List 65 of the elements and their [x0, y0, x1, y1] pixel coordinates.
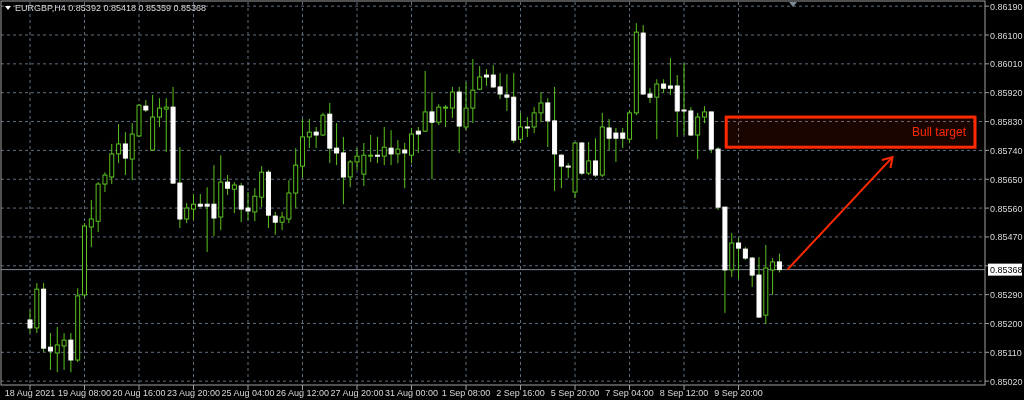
x-tick-label: 26 Aug 12:00	[275, 388, 330, 398]
band-label: Bull target	[911, 125, 967, 140]
candlestick	[306, 118, 312, 149]
candlestick	[334, 122, 340, 166]
y-tick-label: 0.86100	[990, 30, 1023, 41]
candlestick	[558, 153, 564, 189]
candlestick	[231, 181, 237, 214]
x-tick-label: 27 Aug 20:00	[330, 388, 384, 398]
candlestick	[225, 174, 231, 196]
candlestick	[184, 202, 190, 224]
candlestick	[395, 139, 401, 164]
candlestick	[163, 97, 169, 153]
candlestick	[736, 237, 742, 280]
x-tick-label: 5 Sep 20:00	[550, 388, 600, 398]
candlestick	[191, 193, 197, 221]
y-tick-label: 0.85560	[990, 203, 1023, 214]
y-tick-label: 0.85740	[990, 145, 1023, 156]
x-tick-label: 2 Sep 16:00	[496, 388, 545, 398]
candlestick	[654, 78, 660, 140]
y-tick-label: 0.85650	[990, 174, 1023, 185]
x-tick-label: 31 Aug 00:00	[384, 388, 439, 398]
candlestick	[368, 134, 374, 163]
x-tick-label: 18 Aug 2021	[4, 388, 56, 398]
candlestick	[695, 112, 701, 160]
candlestick	[47, 332, 53, 371]
candlestick	[252, 187, 258, 222]
candlestick	[320, 112, 326, 137]
candlestick	[449, 86, 455, 119]
candlestick	[443, 104, 449, 128]
candlestick	[592, 137, 598, 178]
candlestick	[156, 97, 162, 128]
x-tick-label: 19 Aug 08:00	[57, 388, 112, 398]
y-tick-label: 0.85920	[990, 88, 1023, 99]
x-tick-label: 7 Sep 04:00	[605, 388, 654, 398]
candlestick	[116, 123, 122, 164]
y-tick-label: 0.85110	[990, 347, 1022, 358]
chart-title: EURGBP,H4 0.85392 0.85418 0.85359 0.85368	[15, 3, 206, 13]
candlestick	[422, 70, 428, 133]
ref-line-label: 0.85368	[990, 265, 1023, 276]
y-tick-label: 0.86190	[990, 1, 1023, 12]
y-tick-label: 0.85830	[990, 117, 1023, 128]
y-tick-label: 0.85290	[990, 290, 1023, 301]
candlestick	[409, 127, 415, 164]
x-tick-label: 1 Sep 08:00	[441, 388, 491, 398]
y-tick-label: 0.85470	[990, 232, 1023, 243]
candlestick	[381, 126, 387, 166]
x-tick-label: 25 Aug 04:00	[221, 388, 275, 398]
candlestick	[436, 103, 442, 126]
candlestick	[518, 112, 524, 144]
candlestick	[586, 141, 592, 176]
candlestick	[415, 126, 421, 154]
candlestick	[524, 116, 530, 138]
candlestick	[776, 253, 782, 273]
candlestick	[667, 57, 673, 96]
x-tick-label: 20 Aug 16:00	[112, 388, 166, 398]
candlestick	[477, 65, 483, 91]
x-tick-label: 8 Sep 12:00	[659, 388, 709, 398]
x-tick-label: 9 Sep 20:00	[714, 388, 763, 398]
y-tick-label: 0.85020	[990, 376, 1023, 387]
candlestick	[770, 257, 776, 296]
y-tick-label: 0.85200	[990, 318, 1023, 329]
candlestick	[374, 136, 380, 164]
x-tick-label: 23 Aug 20:00	[166, 388, 221, 398]
y-tick-label: 0.86010	[990, 59, 1023, 70]
candlestick	[122, 131, 128, 176]
